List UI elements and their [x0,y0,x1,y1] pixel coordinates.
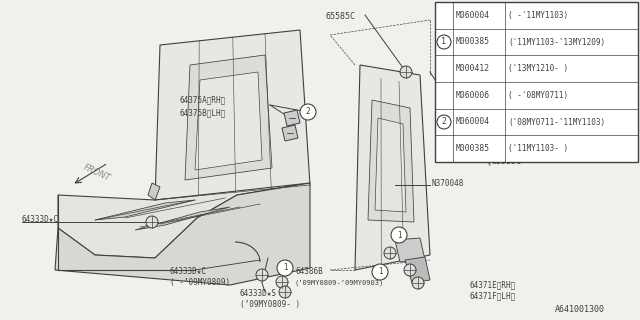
Text: 65585C: 65585C [325,12,355,21]
Text: M000385: M000385 [456,144,490,153]
Text: M060004: M060004 [456,117,490,126]
Text: ( -'08MY0711): ( -'08MY0711) [508,91,568,100]
Text: ('13MY1210- ): ('13MY1210- ) [508,64,568,73]
Text: 64375B〈LH〉: 64375B〈LH〉 [180,108,227,117]
Circle shape [256,269,268,281]
Polygon shape [395,238,425,262]
Circle shape [437,35,451,49]
Polygon shape [195,72,262,170]
Circle shape [391,227,407,243]
Text: (’09MY0809- ): (’09MY0809- ) [240,300,300,309]
Text: 1: 1 [378,268,382,276]
Circle shape [300,104,316,120]
Circle shape [437,115,451,129]
Polygon shape [135,207,230,230]
Polygon shape [355,65,430,270]
Circle shape [384,247,396,259]
Text: M060006: M060006 [456,91,490,100]
Text: M060004: M060004 [456,11,490,20]
Polygon shape [155,30,310,200]
Text: 1: 1 [283,263,287,273]
Polygon shape [55,183,310,285]
Text: FRONT: FRONT [82,163,112,183]
Text: M000385: M000385 [456,37,490,46]
Circle shape [276,276,288,288]
Text: 64371E〈RH〉: 64371E〈RH〉 [470,281,516,290]
Text: 1: 1 [397,230,401,239]
Polygon shape [148,183,160,200]
Bar [435,2,638,162]
Text: 1: 1 [442,37,447,46]
Polygon shape [375,118,406,212]
Circle shape [372,264,388,280]
Text: 64333D★S: 64333D★S [240,290,277,299]
Circle shape [146,216,158,228]
Text: 2: 2 [306,108,310,116]
Circle shape [404,264,416,276]
Polygon shape [282,125,298,141]
Polygon shape [368,100,414,222]
Polygon shape [185,55,272,180]
Circle shape [277,260,293,276]
Polygon shape [284,110,300,126]
Text: 64386B: 64386B [295,268,323,276]
Text: 2: 2 [442,117,447,126]
Text: M000412: M000412 [456,64,490,73]
Text: A641001300: A641001300 [555,305,605,314]
Text: 64333D★C: 64333D★C [22,215,59,225]
Text: 64375A〈RH〉: 64375A〈RH〉 [180,95,227,105]
Text: ('08MY0711-'11MY1103): ('08MY0711-'11MY1103) [508,117,605,126]
Text: (’09MY0809-’09MY0903): (’09MY0809-’09MY0903) [295,280,384,286]
Circle shape [412,277,424,289]
Text: N370048: N370048 [432,179,465,188]
Polygon shape [95,200,195,220]
Circle shape [279,286,291,298]
Text: ('11MY1103- ): ('11MY1103- ) [508,144,568,153]
Polygon shape [405,257,430,283]
Text: 64371F〈LH〉: 64371F〈LH〉 [470,292,516,300]
Polygon shape [58,183,310,258]
Circle shape [400,66,412,78]
Text: 64333D★C: 64333D★C [170,268,207,276]
Text: ( -’09MY0809): ( -’09MY0809) [170,278,230,287]
Text: 65585C: 65585C [492,157,522,166]
Text: ('11MY1103-'13MY1209): ('11MY1103-'13MY1209) [508,37,605,46]
Text: ( -'11MY1103): ( -'11MY1103) [508,11,568,20]
